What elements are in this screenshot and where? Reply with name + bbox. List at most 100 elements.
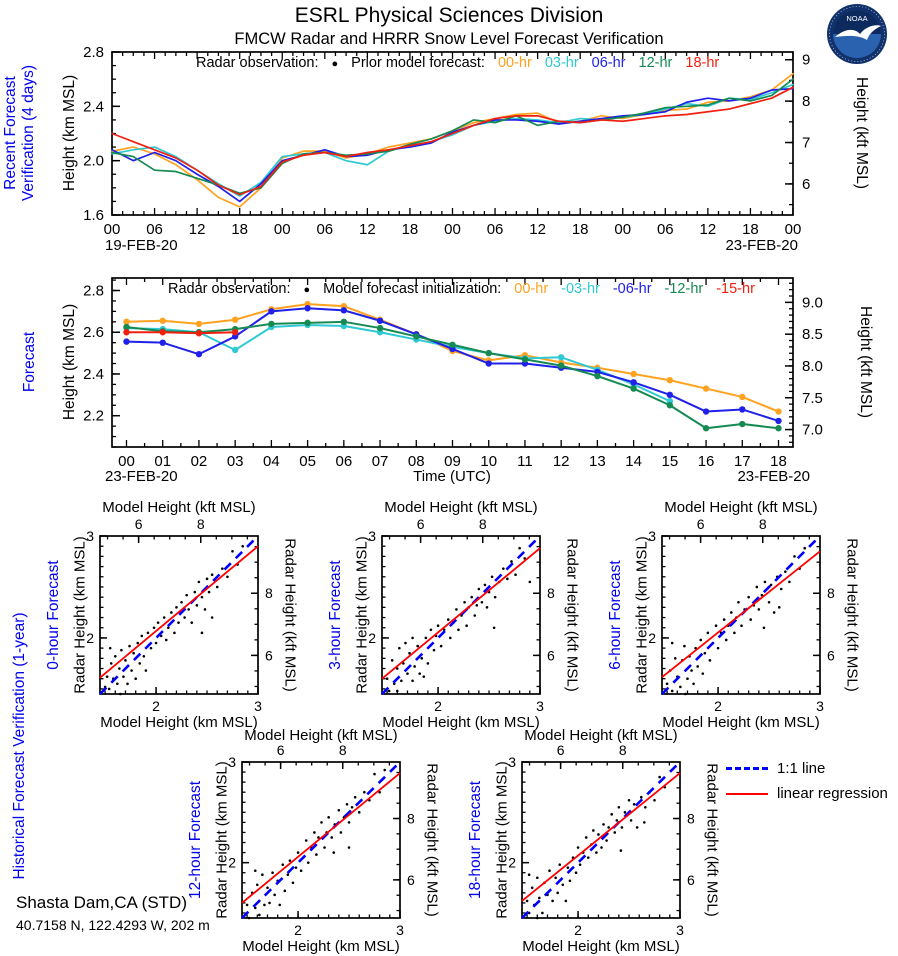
svg-text:12: 12 (359, 221, 376, 238)
scatter18-bottom-title: Model Height (km MSL) (522, 938, 680, 955)
svg-text:2: 2 (648, 630, 656, 646)
station-coords: 40.7158 N, 122.4293 W, 202 m (16, 917, 210, 933)
forecast-legend-03hr: -03-hr (561, 281, 600, 297)
svg-text:13: 13 (589, 453, 606, 470)
svg-text:3: 3 (368, 528, 376, 544)
svg-text:6: 6 (135, 516, 143, 532)
svg-text:04: 04 (263, 453, 280, 470)
svg-text:2.4: 2.4 (83, 366, 104, 383)
scatter3-bottom-title: Model Height (km MSL) (382, 714, 540, 731)
svg-text:18: 18 (770, 453, 787, 470)
forecast-xlabel: Time (UTC) (413, 468, 491, 485)
svg-text:7.5: 7.5 (802, 390, 823, 407)
svg-text:2.2: 2.2 (83, 408, 104, 425)
svg-text:11: 11 (517, 453, 533, 470)
svg-text:8: 8 (197, 516, 205, 532)
svg-text:8.0: 8.0 (802, 358, 823, 375)
svg-text:12: 12 (529, 221, 546, 238)
forecast-legend: Radar observation: ● Model forecast init… (168, 281, 755, 297)
scatter12-top-title: Model Height (kft MSL) (244, 727, 398, 744)
scatter6-ylabel-kft: Radar Height (kft MSL) (843, 538, 861, 692)
svg-text:03: 03 (227, 453, 244, 470)
regression-line-icon (726, 792, 768, 795)
forecast-legend-06hr: -06-hr (612, 281, 652, 297)
svg-text:2: 2 (86, 630, 94, 646)
svg-text:8: 8 (619, 742, 627, 758)
svg-text:8: 8 (687, 811, 695, 827)
svg-text:00: 00 (104, 221, 121, 238)
scatter18-top-title: Model Height (kft MSL) (524, 727, 678, 744)
svg-text:8: 8 (802, 93, 810, 110)
svg-text:3: 3 (648, 528, 656, 544)
svg-text:7: 7 (802, 135, 810, 152)
historical-section-label: Historical Forecast Verification (1-year… (11, 612, 28, 880)
scatter-line-legend: 1:1 line linear regression (726, 760, 888, 802)
svg-text:3: 3 (676, 922, 684, 938)
scatter18-ylabel-km: Radar Height (km MSL) (493, 761, 511, 919)
svg-text:18: 18 (231, 221, 248, 238)
page-subtitle: FMCW Radar and HRRR Snow Level Forecast … (234, 30, 664, 48)
noaa-logo: NOAA (827, 4, 887, 64)
svg-text:17: 17 (734, 453, 751, 470)
svg-text:2.0: 2.0 (83, 153, 104, 170)
svg-text:01: 01 (154, 453, 171, 470)
scatter12-ylabel-km: Radar Height (km MSL) (213, 761, 231, 919)
svg-text:1.6: 1.6 (83, 207, 104, 224)
obs-dot-icon: ● (331, 58, 339, 70)
recent-date-end: 23-FEB-20 (725, 237, 798, 254)
forecast-ylabel-kft: Height (kft MSL) (857, 306, 874, 418)
forecast-legend-obs-label: Radar observation: (168, 281, 291, 297)
svg-text:12: 12 (189, 221, 206, 238)
recent-ylabel-km: Height (km MSL) (61, 74, 78, 192)
svg-text:12: 12 (553, 453, 570, 470)
svg-text:6: 6 (547, 647, 555, 663)
svg-text:3: 3 (254, 698, 262, 714)
svg-text:3: 3 (536, 698, 544, 714)
scatter12-side-label: 12-hour Forecast (187, 780, 204, 900)
svg-text:00: 00 (118, 453, 135, 470)
scatter0-top-title: Model Height (kft MSL) (102, 499, 256, 516)
recent-legend: Radar observation: ● Prior model forecas… (196, 55, 719, 71)
svg-text:2: 2 (574, 922, 582, 938)
scatter18-side-label: 18-hour Forecast (467, 780, 484, 900)
svg-text:6: 6 (697, 516, 705, 532)
svg-text:00: 00 (274, 221, 291, 238)
scatter6-ylabel-km: Radar Height (km MSL) (633, 536, 651, 694)
svg-text:14: 14 (625, 453, 642, 470)
scatter0-ylabel-kft: Radar Height (kft MSL) (281, 538, 299, 692)
svg-text:06: 06 (335, 453, 352, 470)
svg-text:6: 6 (827, 647, 835, 663)
page-title: ESRL Physical Sciences Division (294, 4, 604, 27)
recent-panel-side-label: Recent Forecast Verification (4 days) (2, 64, 37, 202)
svg-text:3: 3 (508, 754, 516, 770)
svg-text:8: 8 (547, 585, 555, 601)
svg-text:18: 18 (402, 221, 419, 238)
svg-text:09: 09 (444, 453, 461, 470)
svg-text:08: 08 (408, 453, 425, 470)
scatter0-side-label: 0-hour Forecast (45, 560, 62, 670)
svg-text:6: 6 (407, 872, 415, 888)
obs-dot-icon: ● (303, 284, 311, 296)
recent-legend-00hr: 00-hr (497, 55, 532, 71)
scatter6-side-label: 6-hour Forecast (607, 560, 624, 670)
recent-ylabel-kft: Height (kft MSL) (853, 77, 870, 189)
recent-date-start: 19-FEB-20 (105, 237, 178, 254)
svg-text:2.8: 2.8 (83, 44, 104, 61)
svg-text:06: 06 (146, 221, 163, 238)
recent-legend-12hr: 12-hr (638, 55, 673, 71)
scatter6-bottom-title: Model Height (km MSL) (662, 714, 820, 731)
forecast-date-start: 23-FEB-20 (105, 468, 178, 485)
forecast-ylabel-km: Height (km MSL) (61, 303, 78, 421)
svg-text:16: 16 (698, 453, 715, 470)
recent-legend-18hr: 18-hr (685, 55, 720, 71)
one2one-line-icon (726, 767, 768, 770)
svg-text:2: 2 (434, 698, 442, 714)
svg-text:02: 02 (191, 453, 208, 470)
svg-text:8: 8 (479, 516, 487, 532)
svg-text:2: 2 (368, 630, 376, 646)
scatter3-ylabel-kft: Radar Height (kft MSL) (563, 538, 581, 692)
forecast-legend-series-label: Model forecast initialization: (323, 281, 502, 297)
forecast-legend-00hr: 00-hr (514, 281, 549, 297)
svg-text:6: 6 (557, 742, 565, 758)
